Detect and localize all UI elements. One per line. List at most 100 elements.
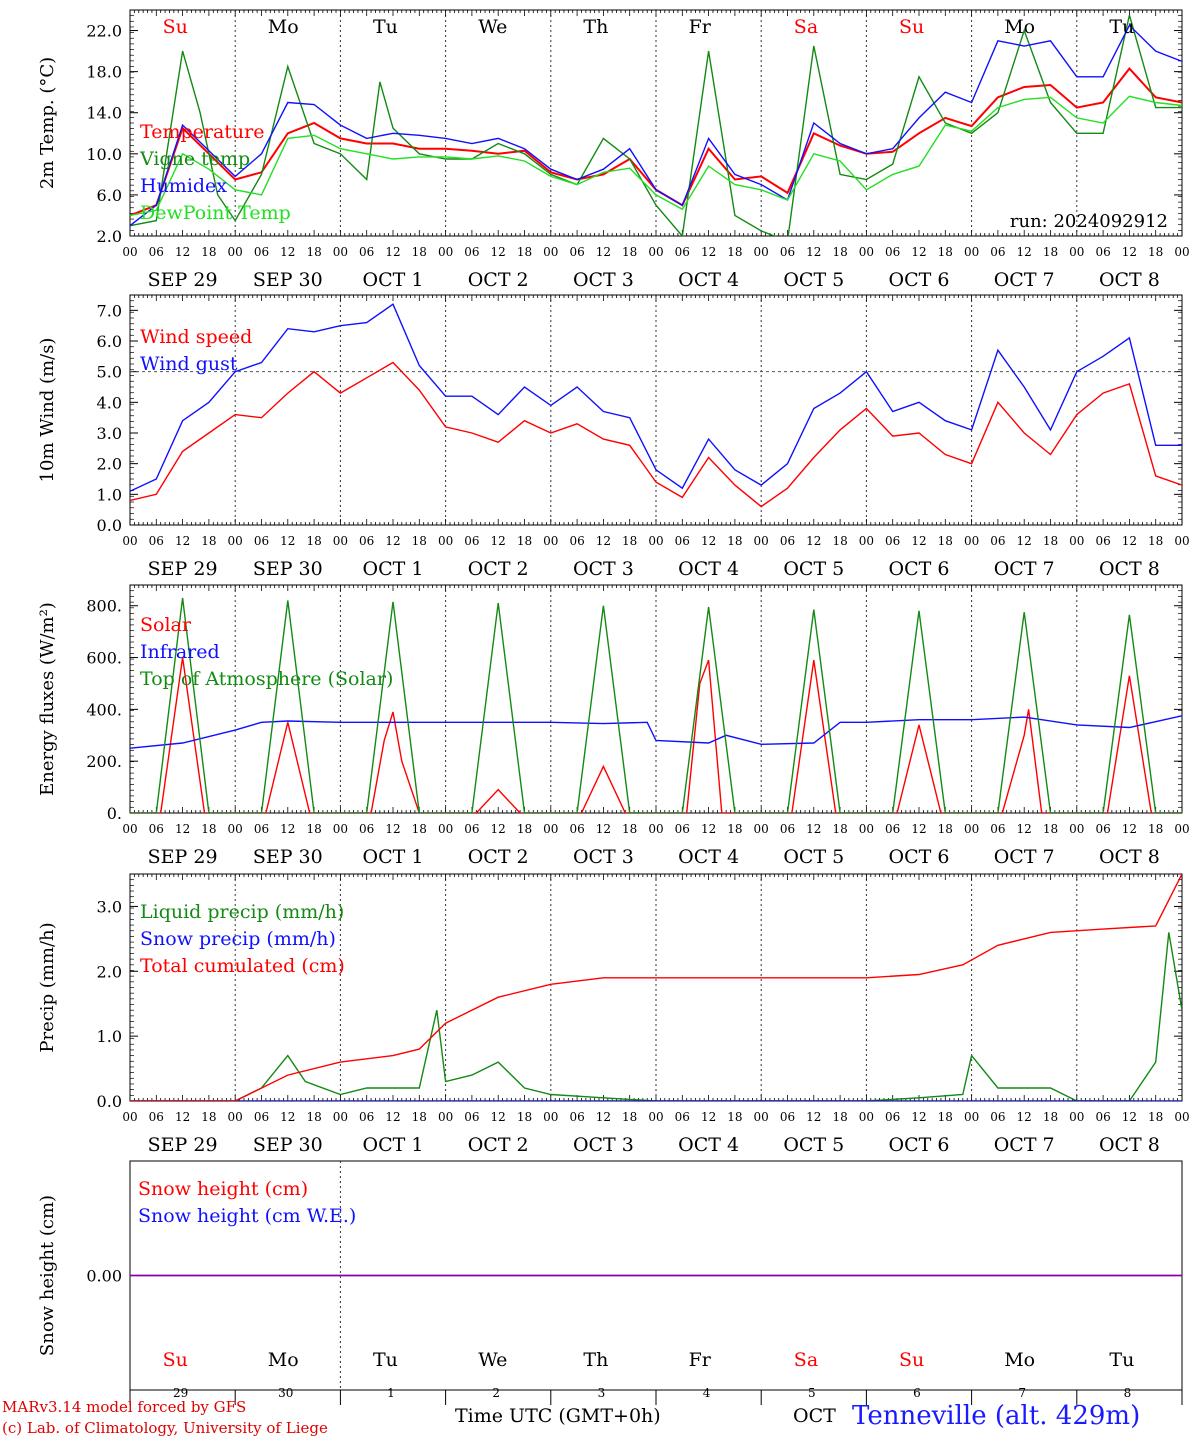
date-label: OCT 3 [573, 1134, 634, 1156]
weekday-label-top: Mo [268, 16, 299, 38]
hour-tick-label: 00 [228, 245, 243, 259]
hour-tick-label: 12 [175, 822, 190, 836]
hour-tick-label: 18 [938, 534, 953, 548]
legend-entry: Snow precip (mm/h) [140, 928, 336, 950]
series-line [130, 597, 1182, 813]
series-line [130, 95, 1182, 217]
legend-entry: Solar [140, 614, 192, 636]
date-label: OCT 6 [889, 846, 950, 868]
panel-1 [129, 9, 1183, 237]
legend-entry: Humidex [140, 175, 227, 197]
date-label: OCT 3 [573, 269, 634, 291]
weekday-label-top: Mo [1004, 16, 1035, 38]
hour-tick-label: 00 [1174, 245, 1189, 259]
panel-4 [129, 873, 1183, 1102]
hour-tick-label: 06 [675, 1110, 690, 1124]
hour-tick-label: 18 [1043, 822, 1058, 836]
hour-tick-label: 00 [1174, 534, 1189, 548]
day-number: 1 [387, 1386, 395, 1400]
hour-tick-label: 18 [622, 245, 637, 259]
hour-tick-label: 06 [569, 534, 584, 548]
hour-tick-label: 00 [1069, 534, 1084, 548]
hour-tick-label: 12 [806, 1110, 821, 1124]
y-tick-label: 0.0 [97, 516, 122, 535]
y-tick-label: 18.0 [86, 63, 122, 82]
hour-tick-label: 12 [701, 1110, 716, 1124]
hour-tick-label: 00 [228, 534, 243, 548]
legend-entry: Snow height (cm W.E.) [138, 1205, 356, 1227]
hour-tick-label: 06 [990, 245, 1005, 259]
y-tick-label: 4.0 [97, 393, 122, 412]
date-label: OCT 1 [363, 1134, 424, 1156]
hour-tick-label: 12 [596, 822, 611, 836]
weekday-label-bottom: Tu [1109, 1349, 1134, 1371]
day-number: 5 [808, 1386, 816, 1400]
hour-tick-label: 06 [359, 245, 374, 259]
hour-tick-label: 12 [1017, 245, 1032, 259]
weekday-label-top: Tu [373, 16, 398, 38]
hour-tick-label: 12 [1017, 1110, 1032, 1124]
date-label: OCT 1 [363, 846, 424, 868]
y-tick-label: 0. [107, 804, 122, 823]
hour-tick-label: 00 [964, 822, 979, 836]
hour-tick-label: 18 [832, 1110, 847, 1124]
hour-tick-label: 06 [780, 534, 795, 548]
hour-tick-label: 18 [727, 1110, 742, 1124]
hour-tick-label: 18 [412, 1110, 427, 1124]
hour-tick-label: 06 [149, 822, 164, 836]
y-tick-label: 3.0 [97, 897, 122, 916]
hour-tick-label: 06 [254, 245, 269, 259]
hour-tick-label: 18 [1043, 245, 1058, 259]
date-label: OCT 2 [468, 558, 529, 580]
day-number: 6 [913, 1386, 921, 1400]
hour-tick-label: 06 [990, 534, 1005, 548]
hour-tick-label: 00 [438, 1110, 453, 1124]
model-credit: MARv3.14 model forced by GFS [2, 1398, 247, 1416]
series-line [130, 14, 1182, 236]
y-tick-label: 200. [86, 752, 122, 771]
hour-tick-label: 18 [832, 534, 847, 548]
y-tick-label: 0.00 [86, 1267, 122, 1286]
weekday-label-bottom: Su [163, 1349, 188, 1371]
hour-tick-label: 06 [885, 1110, 900, 1124]
weekday-label-bottom: Th [583, 1349, 608, 1371]
hour-tick-label: 18 [306, 534, 321, 548]
y-axis-label: 2m Temp. (°C) [37, 57, 58, 189]
date-label: OCT 8 [1099, 269, 1160, 291]
date-label: OCT 4 [678, 846, 739, 868]
hour-tick-label: 12 [911, 534, 926, 548]
hour-tick-label: 00 [1069, 822, 1084, 836]
hour-tick-label: 18 [201, 534, 216, 548]
hour-tick-label: 00 [438, 245, 453, 259]
weekday-label-bottom: Mo [268, 1349, 299, 1371]
hour-tick-label: 06 [464, 1110, 479, 1124]
date-label: OCT 1 [363, 558, 424, 580]
hour-tick-label: 18 [727, 822, 742, 836]
weekday-label-bottom: Sa [794, 1349, 818, 1371]
hour-tick-label: 00 [964, 245, 979, 259]
month-label: OCT [793, 1405, 836, 1427]
date-label: OCT 5 [783, 1134, 844, 1156]
hour-tick-label: 00 [543, 534, 558, 548]
hour-tick-label: 12 [911, 245, 926, 259]
hour-tick-label: 12 [491, 822, 506, 836]
weekday-label-top: We [478, 16, 507, 38]
hour-tick-label: 12 [1122, 245, 1137, 259]
date-label: SEP 29 [148, 558, 218, 580]
hour-tick-label: 00 [333, 1110, 348, 1124]
hour-tick-label: 12 [280, 534, 295, 548]
panel-frame [129, 584, 1183, 814]
hour-tick-label: 12 [596, 1110, 611, 1124]
hour-tick-label: 00 [122, 534, 137, 548]
hour-tick-label: 06 [1095, 534, 1110, 548]
series-line [130, 657, 1182, 813]
series-line [130, 24, 1182, 227]
date-label: OCT 1 [363, 269, 424, 291]
hour-tick-label: 12 [701, 534, 716, 548]
hour-tick-label: 18 [938, 1110, 953, 1124]
hour-tick-label: 12 [385, 245, 400, 259]
date-label: OCT 7 [994, 1134, 1055, 1156]
legend-entry: Infrared [140, 641, 220, 663]
y-tick-label: 5.0 [97, 363, 122, 382]
